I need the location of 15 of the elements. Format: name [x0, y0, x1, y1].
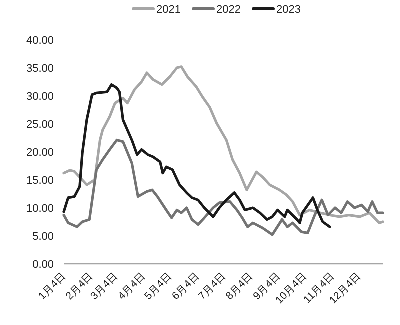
- y-tick-label: 0.00: [32, 258, 54, 271]
- legend-label: 2022: [216, 4, 241, 16]
- legend-label: 2023: [276, 4, 301, 16]
- y-tick-label: 40.00: [26, 34, 54, 47]
- y-tick-label: 15.00: [26, 174, 54, 187]
- y-tick-label: 10.00: [26, 202, 54, 215]
- line-series: [62, 84, 332, 228]
- line-series: [62, 66, 384, 224]
- legend-label: 2021: [156, 4, 181, 16]
- y-tick-label: 25.00: [26, 118, 54, 131]
- line-series: [62, 138, 384, 236]
- y-tick-label: 35.00: [26, 62, 54, 75]
- y-tick-label: 30.00: [26, 90, 54, 103]
- y-tick-label: 5.00: [32, 230, 54, 243]
- y-tick-label: 20.00: [26, 146, 54, 159]
